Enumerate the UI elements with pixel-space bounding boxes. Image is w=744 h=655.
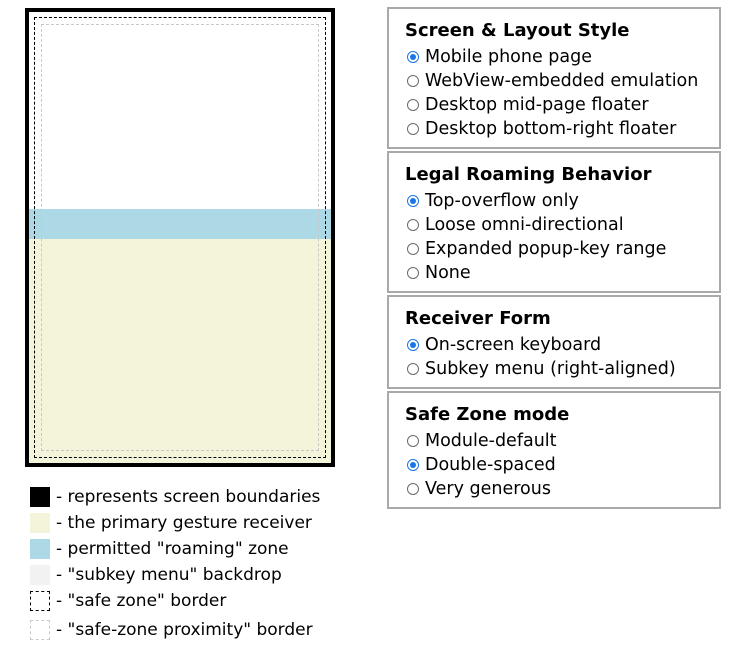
- group-safe-zone-mode: Safe Zone mode Module-default Double-spa…: [387, 391, 721, 509]
- legend-swatch: [30, 487, 50, 507]
- radio-button[interactable]: [407, 195, 419, 207]
- gesture-receiver-area: [29, 239, 331, 463]
- option-label: Very generous: [425, 479, 551, 499]
- legend-item-backdrop: - "subkey menu" backdrop: [30, 564, 350, 590]
- radio-button[interactable]: [407, 435, 419, 447]
- options-panel: Screen & Layout Style Mobile phone page …: [387, 7, 721, 511]
- legend-label: - "safe-zone proximity" border: [56, 620, 313, 640]
- option-top-overflow-only[interactable]: Top-overflow only: [405, 189, 719, 213]
- group-title: Legal Roaming Behavior: [405, 164, 652, 185]
- option-label: Expanded popup-key range: [425, 239, 667, 259]
- screen-preview: [25, 8, 335, 467]
- group-title: Safe Zone mode: [405, 404, 570, 425]
- option-double-spaced[interactable]: Double-spaced: [405, 453, 719, 477]
- radio-button[interactable]: [407, 75, 419, 87]
- option-label: Desktop bottom-right floater: [425, 119, 677, 139]
- legend-item-roaming: - permitted "roaming" zone: [30, 538, 350, 564]
- safe-zone-proximity-border: [41, 24, 319, 451]
- option-on-screen-keyboard[interactable]: On-screen keyboard: [405, 333, 719, 357]
- option-mobile-phone-page[interactable]: Mobile phone page: [405, 45, 719, 69]
- radio-button[interactable]: [407, 267, 419, 279]
- option-loose-omni-directional[interactable]: Loose omni-directional: [405, 213, 719, 237]
- legend-swatch: [30, 620, 50, 640]
- option-label: On-screen keyboard: [425, 335, 602, 355]
- legend-item-proximity: - "safe-zone proximity" border: [30, 619, 350, 648]
- option-label: Mobile phone page: [425, 47, 593, 67]
- radio-button[interactable]: [407, 99, 419, 111]
- option-label: Top-overflow only: [425, 191, 579, 211]
- radio-button[interactable]: [407, 483, 419, 495]
- legend-label: - "subkey menu" backdrop: [56, 565, 282, 585]
- radio-button[interactable]: [407, 123, 419, 135]
- radio-button[interactable]: [407, 363, 419, 375]
- option-label: Loose omni-directional: [425, 215, 624, 235]
- legend-label: - the primary gesture receiver: [56, 513, 312, 533]
- option-expanded-popup-key-range[interactable]: Expanded popup-key range: [405, 237, 719, 261]
- option-webview-embedded-emulation[interactable]: WebView-embedded emulation: [405, 69, 719, 93]
- legend-item-safe-zone: - "safe zone" border: [30, 590, 350, 619]
- legend: - represents screen boundaries - the pri…: [30, 486, 350, 648]
- roaming-zone: [29, 209, 331, 239]
- legend-swatch: [30, 539, 50, 559]
- legend-swatch: [30, 565, 50, 585]
- legend-item-screen: - represents screen boundaries: [30, 486, 350, 512]
- group-title: Screen & Layout Style: [405, 20, 630, 41]
- radio-button[interactable]: [407, 219, 419, 231]
- safe-zone-border: [34, 17, 326, 458]
- legend-swatch: [30, 513, 50, 533]
- option-label: Desktop mid-page floater: [425, 95, 649, 115]
- option-module-default[interactable]: Module-default: [405, 429, 719, 453]
- option-desktop-mid-page-floater[interactable]: Desktop mid-page floater: [405, 93, 719, 117]
- legend-label: - permitted "roaming" zone: [56, 539, 289, 559]
- option-label: None: [425, 263, 471, 283]
- legend-item-receiver: - the primary gesture receiver: [30, 512, 350, 538]
- radio-button[interactable]: [407, 339, 419, 351]
- option-label: WebView-embedded emulation: [425, 71, 699, 91]
- group-screen-layout-style: Screen & Layout Style Mobile phone page …: [387, 7, 721, 149]
- option-label: Double-spaced: [425, 455, 556, 475]
- option-desktop-bottom-right-floater[interactable]: Desktop bottom-right floater: [405, 117, 719, 141]
- radio-button[interactable]: [407, 51, 419, 63]
- radio-button[interactable]: [407, 459, 419, 471]
- option-very-generous[interactable]: Very generous: [405, 477, 719, 501]
- option-none[interactable]: None: [405, 261, 719, 285]
- option-label: Module-default: [425, 431, 557, 451]
- legend-label: - "safe zone" border: [56, 591, 227, 611]
- option-subkey-menu-right-aligned[interactable]: Subkey menu (right-aligned): [405, 357, 719, 381]
- group-legal-roaming-behavior: Legal Roaming Behavior Top-overflow only…: [387, 151, 721, 293]
- legend-swatch: [30, 591, 50, 611]
- legend-label: - represents screen boundaries: [56, 487, 321, 507]
- radio-button[interactable]: [407, 243, 419, 255]
- option-label: Subkey menu (right-aligned): [425, 359, 676, 379]
- group-title: Receiver Form: [405, 308, 551, 329]
- group-receiver-form: Receiver Form On-screen keyboard Subkey …: [387, 295, 721, 389]
